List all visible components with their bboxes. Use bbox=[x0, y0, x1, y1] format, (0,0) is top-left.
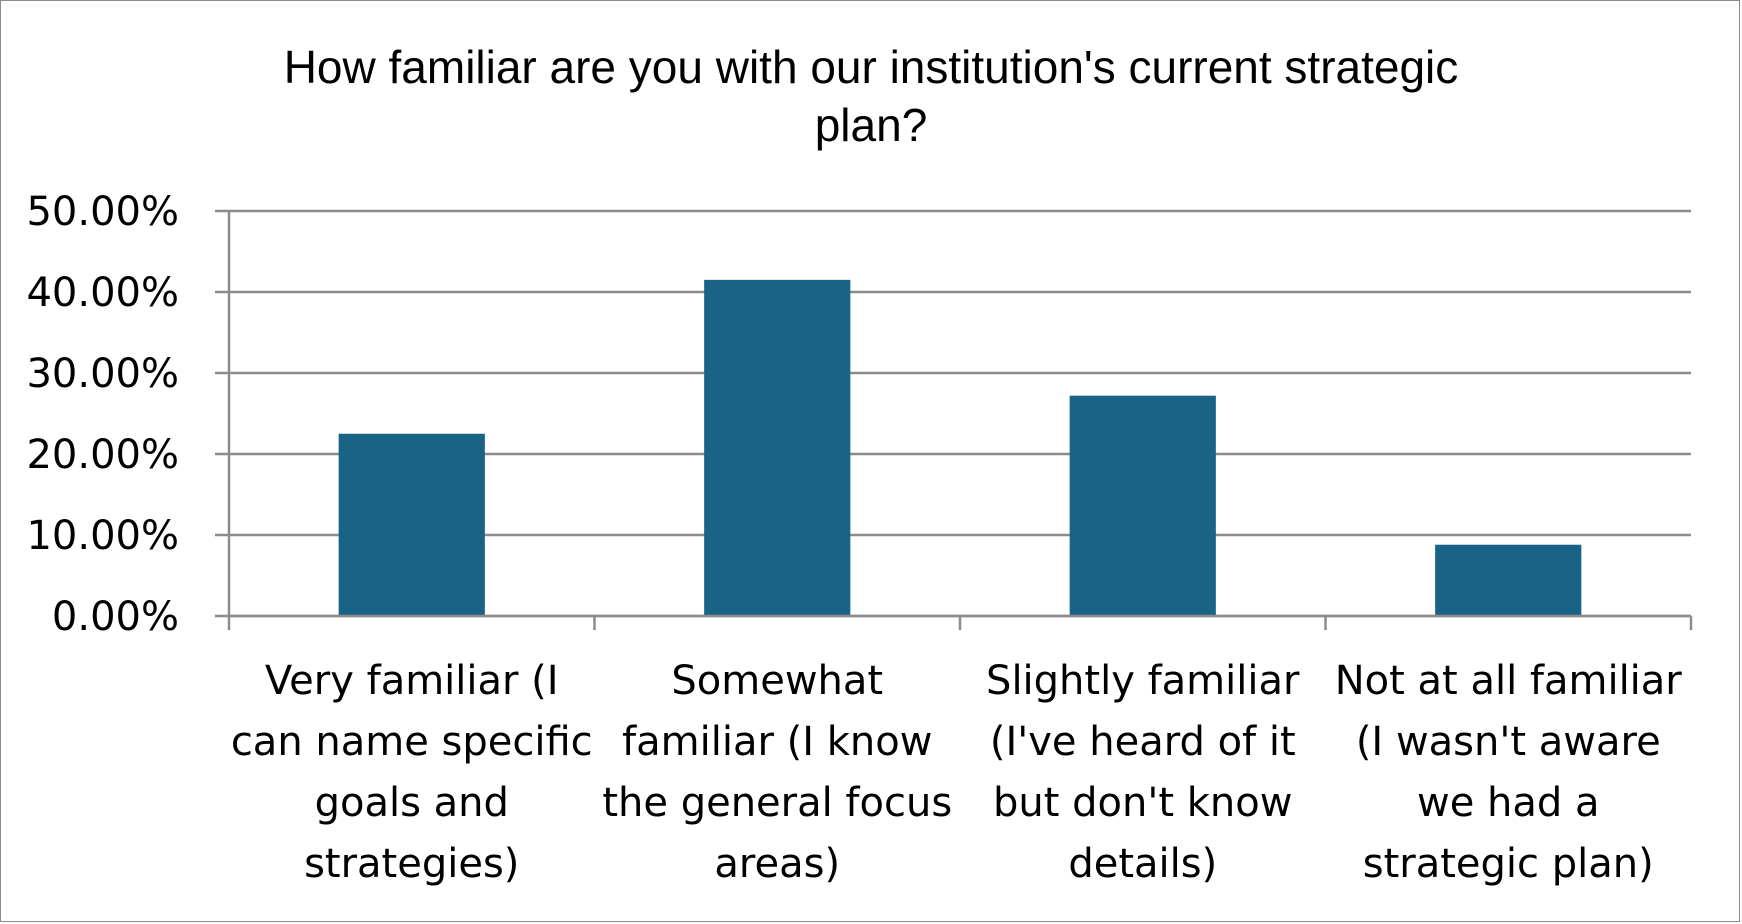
bar-4 bbox=[1435, 544, 1582, 616]
y-tick-label-2: 20.00% bbox=[26, 432, 179, 478]
chart-title-line-2: plan? bbox=[815, 99, 928, 151]
y-axis-ticks: 0.00% 10.00% 20.00% 30.00% 40.00% 50.00% bbox=[26, 189, 179, 640]
y-tick-label-3: 30.00% bbox=[26, 351, 179, 397]
x-category-label-3: Slightly familiar (I've heard of it but do… bbox=[986, 658, 1300, 887]
x-axis-categories: Very familiar (I can name specific goals a… bbox=[231, 658, 1682, 887]
x-category-label-2: Somewhat familiar (I know the general focu… bbox=[602, 658, 952, 887]
y-tick-label-1: 10.00% bbox=[26, 513, 179, 559]
x-category-label-1: Very familiar (I can name specific goals a… bbox=[231, 658, 593, 887]
x-category-label-4: Not at all familiar (I wasn't aware we had… bbox=[1335, 658, 1683, 887]
bar-3 bbox=[1069, 395, 1216, 616]
chart-title: How familiar are you with our institutio… bbox=[284, 41, 1459, 151]
y-tick-label-0: 0.00% bbox=[52, 594, 179, 640]
y-tick-label-4: 40.00% bbox=[26, 270, 179, 316]
bar-2 bbox=[704, 279, 851, 616]
x-axis bbox=[227, 211, 1693, 630]
bars bbox=[338, 279, 1582, 616]
bar-1 bbox=[338, 433, 485, 616]
chart-title-line-1: How familiar are you with our institutio… bbox=[284, 41, 1459, 93]
y-tick-label-5: 50.00% bbox=[26, 189, 179, 235]
